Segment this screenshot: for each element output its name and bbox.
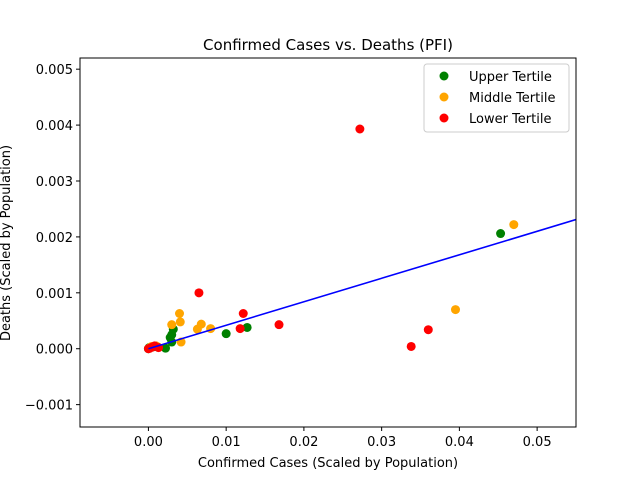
scatter-point	[242, 322, 252, 332]
scatter-point	[496, 229, 506, 239]
scatter-point	[238, 309, 248, 319]
y-tick-label: 0.001	[36, 287, 73, 302]
chart-title: Confirmed Cases vs. Deaths (PFI)	[203, 36, 453, 54]
scatter-point	[167, 320, 177, 330]
scatter-point	[221, 329, 231, 339]
scatter-point	[274, 320, 284, 330]
y-tick-label: 0.002	[36, 231, 73, 246]
x-tick-label: 0.00	[134, 435, 163, 450]
y-tick-label: 0.003	[36, 175, 73, 190]
scatter-point	[509, 220, 519, 230]
legend-label: Upper Tertile	[469, 70, 552, 85]
x-tick-label: 0.05	[523, 435, 552, 450]
legend-box	[423, 63, 570, 133]
x-axis-title: Confirmed Cases (Scaled by Population)	[198, 456, 458, 471]
legend-label: Middle Tertile	[469, 91, 555, 106]
scatter-point	[450, 305, 460, 315]
legend-marker	[439, 92, 449, 102]
y-axis: −0.001 0.000 0.001 0.002 0.003 0.004 0.005	[25, 63, 80, 414]
plot-area	[143, 124, 576, 354]
legend-marker	[439, 113, 449, 123]
scatter-point	[175, 309, 185, 319]
y-tick-label: 0.005	[36, 63, 73, 78]
legend: Upper Tertile Middle Tertile Lower Tertile	[423, 63, 570, 133]
scatter-point	[196, 319, 206, 329]
x-tick-label: 0.01	[212, 435, 241, 450]
x-tick-label: 0.02	[289, 435, 318, 450]
scatter-point	[161, 343, 171, 353]
scatter-point	[194, 288, 204, 298]
legend-marker	[439, 71, 449, 81]
y-tick-label: 0.004	[36, 119, 73, 134]
scatter-point	[423, 325, 433, 335]
y-axis-title: Deaths (Scaled by Population)	[0, 145, 14, 341]
scatter-point	[355, 124, 365, 134]
x-tick-label: 0.04	[445, 435, 474, 450]
scatter-point	[406, 341, 416, 351]
scatter-point	[175, 317, 185, 327]
fit-line	[148, 218, 576, 350]
y-tick-label: −0.001	[25, 399, 73, 414]
x-tick-label: 0.03	[367, 435, 396, 450]
y-tick-label: 0.000	[36, 343, 73, 358]
legend-label: Lower Tertile	[469, 112, 551, 127]
axes-frame	[79, 57, 577, 428]
scatter-point	[235, 324, 245, 334]
x-axis: 0.00 0.01 0.02 0.03 0.04 0.05	[134, 427, 552, 450]
